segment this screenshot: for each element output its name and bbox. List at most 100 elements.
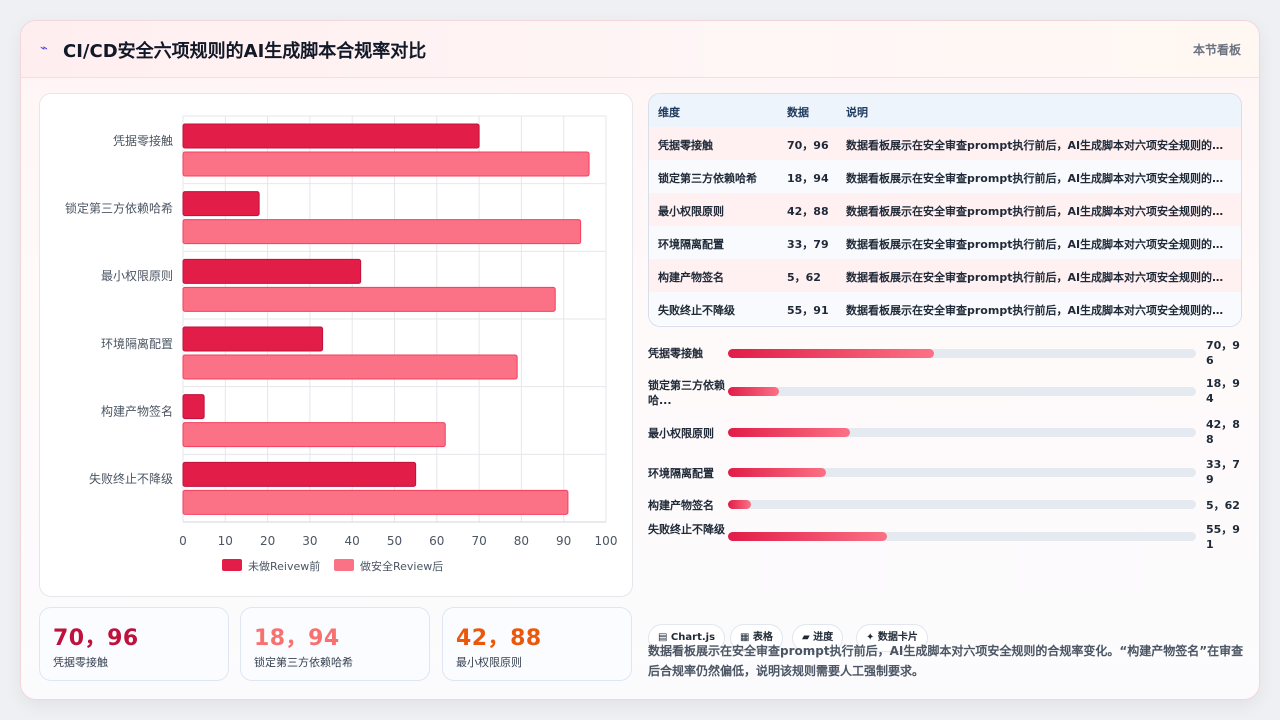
- progress-item: 失败终止不降级 55，91: [648, 523, 1248, 559]
- progress-item: 锁定第三方依赖哈... 18，94: [648, 377, 1248, 413]
- description: 数据看板展示在安全审查prompt执行前后，AI生成脚本对六项安全规则的合规率变…: [648, 644, 1244, 678]
- table-cell: 失败终止不降级: [658, 304, 735, 317]
- table-cell: 构建产物签名: [658, 271, 724, 284]
- progress-track: [728, 349, 1196, 358]
- table-row: 失败终止不降级 55，91 数据看板展示在安全审查prompt执行前后，AI生成…: [649, 292, 1241, 325]
- bar-chart: 0 10 20 30 40 50 60 70 80 90 100 凭据零接触锁定第三方依赖哈希最小权限…: [65, 115, 618, 573]
- x-tick-label: 80: [514, 534, 529, 548]
- progress-label: 构建产物签名: [648, 499, 714, 512]
- table-cell: 5，62: [787, 271, 821, 284]
- progress-value: 55，91: [1206, 523, 1240, 551]
- stat-value: 18，94: [254, 626, 340, 651]
- bar: [182, 422, 446, 448]
- chip-progress[interactable]: ▰ 进度: [792, 624, 844, 652]
- x-tick-label: 90: [556, 534, 571, 548]
- bar: [182, 489, 569, 515]
- progress-fill: [728, 500, 752, 509]
- stat-card: 18，94 锁定第三方依赖哈希: [240, 607, 430, 681]
- x-tick-label: 10: [218, 534, 233, 548]
- dashboard-card: ⌁ CI/CD安全六项规则的AI生成脚本合规率对比 本节看板 0 10 20 30 40…: [20, 20, 1260, 700]
- table-cell: 55，91: [787, 304, 829, 317]
- chip-data-cards[interactable]: ✦ 数据卡片: [856, 624, 928, 652]
- table-row: 构建产物签名 5，62 数据看板展示在安全审查prompt执行前后，AI生成脚本…: [649, 259, 1241, 293]
- progress-label: 凭据零接触: [648, 347, 703, 360]
- table-cell: 数据看板展示在安全审查prompt执行前后，AI生成脚本对六项安全规则的合规率变…: [846, 205, 1226, 218]
- progress-value: 33，79: [1206, 458, 1240, 486]
- progress-track: [728, 387, 1196, 396]
- chip-table[interactable]: ▦ 表格: [730, 624, 783, 652]
- table-cell: 锁定第三方依赖哈希: [658, 172, 757, 185]
- progress-track: [728, 468, 1196, 477]
- progress-label: 环境隔离配置: [648, 467, 714, 480]
- x-tick-label: 100: [595, 534, 618, 548]
- progress-item: 构建产物签名 5，62: [648, 497, 1248, 521]
- progress-track: [728, 532, 1196, 541]
- progress-fill: [728, 468, 827, 477]
- y-tick-label: 失败终止不降级: [89, 471, 173, 486]
- progress-item: 凭据零接触 70，96: [648, 339, 1248, 374]
- column-header: 说明: [846, 106, 868, 119]
- progress-value: 18，94: [1206, 377, 1240, 405]
- legend-label: 未做Reivew前: [248, 559, 320, 573]
- table-row: 最小权限原则 42，88 数据看板展示在安全审查prompt执行前后，AI生成脚…: [649, 193, 1241, 227]
- table-cell: 33，79: [787, 238, 829, 251]
- bar: [182, 286, 556, 312]
- progress-fill: [728, 349, 934, 358]
- progress-track: [728, 500, 1196, 509]
- progress-label: 失败终止不降级: [648, 523, 725, 536]
- progress-item: 最小权限原则 42，88: [648, 418, 1248, 453]
- stat-label: 凭据零接触: [53, 656, 108, 669]
- header: ⌁ CI/CD安全六项规则的AI生成脚本合规率对比 本节看板: [21, 21, 1259, 78]
- x-tick-label: 40: [345, 534, 360, 548]
- progress-item: 环境隔离配置 33，79: [648, 458, 1248, 493]
- bar: [182, 326, 324, 352]
- y-tick-label: 锁定第三方依赖哈希: [65, 201, 173, 216]
- progress-fill: [728, 428, 850, 437]
- progress-fill: [728, 532, 888, 541]
- progress-value: 5，62: [1206, 499, 1240, 512]
- x-tick-label: 0: [179, 534, 187, 548]
- table-cell: 18，94: [787, 172, 829, 185]
- progress-value: 42，88: [1206, 418, 1240, 446]
- table-cell: 环境隔离配置: [658, 238, 724, 251]
- progress-value: 70，96: [1206, 339, 1240, 367]
- bar: [182, 219, 582, 245]
- stat-card: 42，88 最小权限原则: [442, 607, 632, 681]
- legend-swatch: [334, 559, 354, 571]
- bar: [182, 394, 205, 420]
- bar: [182, 123, 480, 149]
- table-cell: 数据看板展示在安全审查prompt执行前后，AI生成脚本对六项安全规则的合规率变…: [846, 139, 1226, 152]
- stat-label: 锁定第三方依赖哈希: [254, 656, 353, 669]
- table-cell: 最小权限原则: [658, 205, 724, 218]
- chip-chartjs[interactable]: ▤ Chart.js: [648, 624, 726, 652]
- table-cell: 数据看板展示在安全审查prompt执行前后，AI生成脚本对六项安全规则的合规率变…: [846, 271, 1226, 284]
- bar-chart-panel: 0 10 20 30 40 50 60 70 80 90 100 凭据零接触 锁定第三方依赖哈希 最小权限…: [39, 93, 633, 597]
- stat-value: 42，88: [456, 626, 542, 651]
- page-title: CI/CD安全六项规则的AI生成脚本合规率对比: [63, 41, 427, 62]
- progress-label: 最小权限原则: [648, 427, 714, 440]
- stat-label: 最小权限原则: [456, 656, 522, 669]
- table-cell: 70，96: [787, 139, 829, 152]
- table-row: 环境隔离配置 33，79 数据看板展示在安全审查prompt执行前后，AI生成脚…: [649, 226, 1241, 260]
- table-header: 维度 数据 说明: [649, 94, 1241, 128]
- table-cell: 42，88: [787, 205, 829, 218]
- y-tick-label: 环境隔离配置: [101, 336, 173, 351]
- column-header: 维度: [658, 106, 680, 119]
- table-cell: 数据看板展示在安全审查prompt执行前后，AI生成脚本对六项安全规则的合规率变…: [846, 304, 1226, 317]
- table-cell: 数据看板展示在安全审查prompt执行前后，AI生成脚本对六项安全规则的合规率变…: [846, 172, 1226, 185]
- column-header: 数据: [787, 106, 809, 119]
- y-tick-label: 最小权限原则: [101, 269, 173, 283]
- stat-card: 70，96 凭据零接触: [39, 607, 229, 681]
- progress-track: [728, 428, 1196, 437]
- zigzag-icon: ⌁: [40, 41, 48, 56]
- bar: [182, 191, 260, 217]
- bar: [182, 258, 362, 284]
- stat-value: 70，96: [53, 626, 139, 651]
- progress-label: 锁定第三方依赖哈...: [648, 379, 725, 407]
- legend-swatch: [222, 559, 242, 571]
- bar: [182, 151, 590, 177]
- x-tick-label: 50: [387, 534, 402, 548]
- table-cell: 数据看板展示在安全审查prompt执行前后，AI生成脚本对六项安全规则的合规率变…: [846, 238, 1226, 251]
- table-cell: 凭据零接触: [658, 139, 713, 152]
- table-row: 凭据零接触 70，96 数据看板展示在安全审查prompt执行前后，AI生成脚本…: [649, 127, 1241, 161]
